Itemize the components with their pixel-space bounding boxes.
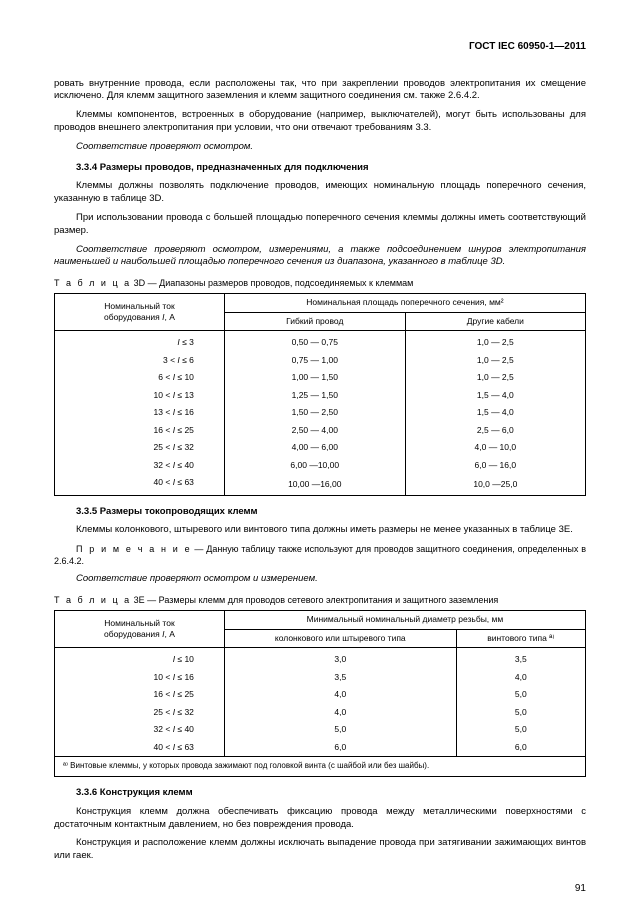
table-cell: 25 < I ≤ 32 — [55, 704, 225, 721]
table-cell: 5,0 — [456, 686, 585, 703]
table-cell: 1,25 — 1,50 — [224, 387, 405, 404]
table-cell: 3,0 — [224, 648, 456, 669]
note: П р и м е ч а н и е — Данную таблицу так… — [54, 543, 586, 567]
th: Номинальная площадь поперечного сечения,… — [224, 294, 585, 312]
table-cell: 4,0 — [224, 686, 456, 703]
para-italic: Соответствие проверяют осмотром. — [54, 141, 586, 154]
para: Клеммы колонкового, штыревого или винтов… — [54, 524, 586, 537]
table-cell: 1,00 — 1,50 — [224, 369, 405, 386]
page-number: 91 — [575, 882, 586, 896]
table-cell: 13 < I ≤ 16 — [55, 404, 225, 421]
table-cell: 1,0 — 2,5 — [405, 352, 585, 369]
table-cell: 6,0 — [224, 739, 456, 757]
table-3d: Номинальный токоборудования I, А Номинал… — [54, 293, 586, 495]
table-cell: 0,75 — 1,00 — [224, 352, 405, 369]
table-cell: I ≤ 3 — [55, 331, 225, 352]
th: винтового типа ª⁾ — [456, 629, 585, 647]
table-3e-body: I ≤ 103,03,510 < I ≤ 163,54,016 < I ≤ 25… — [55, 648, 586, 757]
table-cell: 40 < I ≤ 63 — [55, 474, 225, 495]
th: Номинальный токоборудования I, А — [104, 618, 175, 639]
table-cell: 3,5 — [456, 648, 585, 669]
table-cell: 10 < I ≤ 13 — [55, 387, 225, 404]
table-cell: I ≤ 10 — [55, 648, 225, 669]
table-cell: 32 < I ≤ 40 — [55, 721, 225, 738]
table-cell: 3,5 — [224, 669, 456, 686]
page: ГОСТ IEC 60950-1—2011 ровать внутренние … — [0, 0, 630, 913]
para: Клеммы компонентов, встроенных в оборудо… — [54, 109, 586, 135]
table-cell: 6,00 —10,00 — [224, 457, 405, 474]
th: колонкового или штыревого типа — [224, 629, 456, 647]
table-cell: 5,0 — [456, 704, 585, 721]
table-cell: 2,50 — 4,00 — [224, 422, 405, 439]
table-cell: 10,00 —16,00 — [224, 474, 405, 495]
table-cell: 4,00 — 6,00 — [224, 439, 405, 456]
table-cell: 25 < I ≤ 32 — [55, 439, 225, 456]
table-cell: 10 < I ≤ 16 — [55, 669, 225, 686]
table-cell: 1,5 — 4,0 — [405, 404, 585, 421]
caption-text: 3D — Диапазоны размеров проводов, подсое… — [131, 278, 413, 288]
th: Номинальный токоборудования I, А — [104, 301, 175, 322]
table-3d-body: I ≤ 30,50 — 0,751,0 — 2,5 3 < I ≤ 60,75 —… — [55, 331, 586, 495]
table-cell: 5,0 — [456, 721, 585, 738]
para: При использовании провода с большей площ… — [54, 212, 586, 238]
table-cell: 16 < I ≤ 25 — [55, 686, 225, 703]
th: Гибкий провод — [224, 312, 405, 330]
th: Минимальный номинальный диаметр резьбы, … — [224, 611, 585, 629]
table-cell: 0,50 — 0,75 — [224, 331, 405, 352]
doc-header: ГОСТ IEC 60950-1—2011 — [54, 40, 586, 54]
para-italic: Соответствие проверяют осмотром, измерен… — [54, 244, 586, 270]
caption-prefix: Т а б л и ц а — [54, 595, 131, 605]
caption-prefix: Т а б л и ц а — [54, 278, 131, 288]
table-cell: 5,0 — [224, 721, 456, 738]
table-cell: 6 < I ≤ 10 — [55, 369, 225, 386]
note-prefix: П р и м е ч а н и е — [76, 544, 192, 554]
section-336: 3.3.6 Конструкция клемм — [54, 787, 586, 800]
para: Клеммы должны позволять подключение пров… — [54, 180, 586, 206]
section-335: 3.3.5 Размеры токопроводящих клемм — [54, 506, 586, 519]
table-cell: 2,5 — 6,0 — [405, 422, 585, 439]
table-cell: 4,0 — 10,0 — [405, 439, 585, 456]
para: Конструкция клемм должна обеспечивать фи… — [54, 806, 586, 832]
table-cell: 4,0 — [224, 704, 456, 721]
table-3e: Номинальный токоборудования I, А Минимал… — [54, 610, 586, 777]
table-cell: 3 < I ≤ 6 — [55, 352, 225, 369]
table-cell: 1,0 — 2,5 — [405, 331, 585, 352]
table-cell: 4,0 — [456, 669, 585, 686]
table-cell: 1,0 — 2,5 — [405, 369, 585, 386]
table-cell: 1,5 — 4,0 — [405, 387, 585, 404]
caption-text: 3E — Размеры клемм для проводов сетевого… — [131, 595, 498, 605]
th: Другие кабели — [405, 312, 585, 330]
table-cell: 16 < I ≤ 25 — [55, 422, 225, 439]
table-cell: 32 < I ≤ 40 — [55, 457, 225, 474]
table-footnote: ª⁾ Винтовые клеммы, у которых провода за… — [55, 757, 586, 777]
table-cell: 1,50 — 2,50 — [224, 404, 405, 421]
section-334: 3.3.4 Размеры проводов, предназначенных … — [54, 162, 586, 175]
table-cell: 6,0 — [456, 739, 585, 757]
para: ровать внутренние провода, если располож… — [54, 78, 586, 104]
para-italic: Соответствие проверяют осмотром и измере… — [54, 573, 586, 586]
table-3e-caption: Т а б л и ц а 3E — Размеры клемм для про… — [54, 594, 586, 606]
table-3d-caption: Т а б л и ц а 3D — Диапазоны размеров пр… — [54, 277, 586, 289]
table-cell: 40 < I ≤ 63 — [55, 739, 225, 757]
para: Конструкция и расположение клемм должны … — [54, 837, 586, 863]
table-cell: 10,0 —25,0 — [405, 474, 585, 495]
table-cell: 6,0 — 16,0 — [405, 457, 585, 474]
